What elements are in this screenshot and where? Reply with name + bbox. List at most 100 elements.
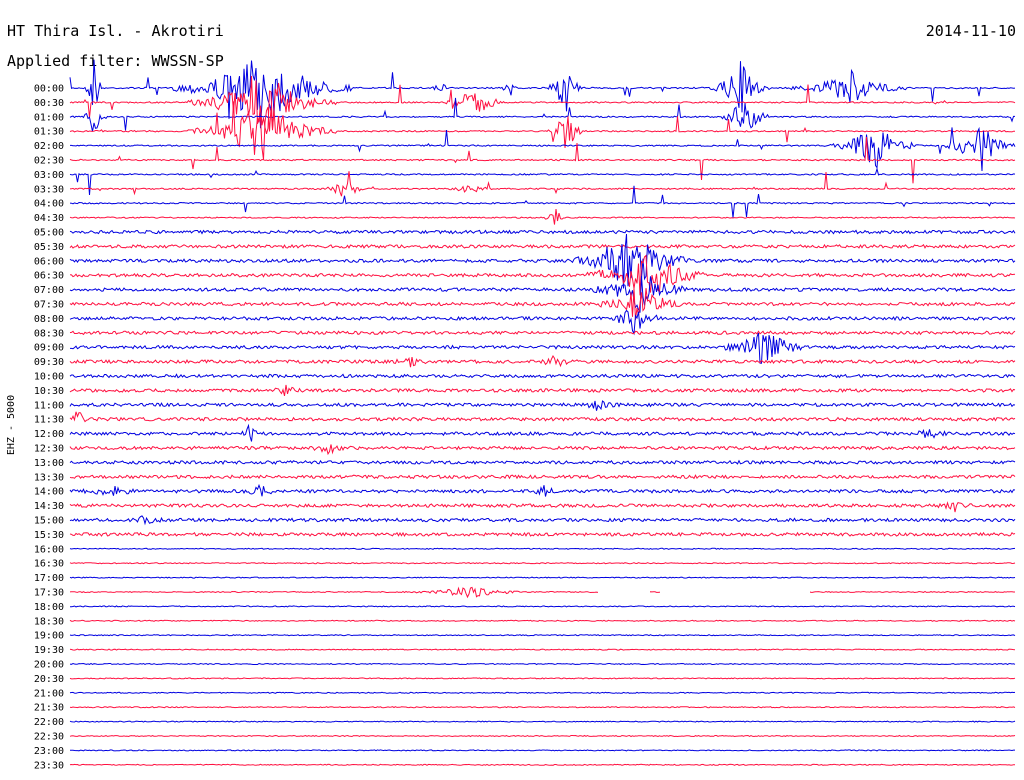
row-time-label: 15:30	[34, 530, 64, 541]
data-gap	[660, 588, 810, 596]
row-time-label: 00:30	[34, 98, 64, 109]
seismic-trace-row	[69, 400, 1016, 411]
seismic-trace-row	[69, 384, 1016, 397]
row-time-label: 21:00	[34, 688, 64, 699]
row-time-label: 16:00	[34, 544, 64, 555]
seismic-trace-row	[70, 332, 1016, 364]
row-time-label: 11:00	[34, 400, 64, 411]
row-time-label: 14:00	[34, 487, 64, 498]
row-time-label: 01:00	[34, 112, 64, 123]
row-time-label: 16:30	[34, 559, 64, 570]
seismic-trace-row	[69, 531, 1016, 538]
row-time-label: 12:00	[34, 429, 64, 440]
trace-rows: 00:00 00:30 01:00 01:30 02:00 02:30 03:00 03:30…	[34, 59, 1016, 771]
row-time-label: 21:30	[34, 703, 64, 714]
row-time-label: 22:30	[34, 732, 64, 743]
row-time-label: 13:00	[34, 458, 64, 469]
data-gap	[598, 588, 650, 596]
seismic-trace-row	[69, 444, 1016, 456]
row-time-label: 05:00	[34, 228, 64, 239]
row-time-label: 04:00	[34, 199, 64, 210]
seismic-trace-row	[69, 474, 1016, 480]
seismic-trace-row	[69, 691, 1016, 694]
seismic-trace-row	[69, 720, 1016, 723]
row-time-label: 00:00	[34, 84, 64, 95]
seismic-trace-row	[69, 309, 1016, 336]
row-time-label: 09:30	[34, 357, 64, 368]
row-time-label: 06:00	[34, 256, 64, 267]
row-time-label: 19:00	[34, 631, 64, 642]
seismic-trace-row	[69, 459, 1016, 466]
seismic-trace-row	[69, 411, 1016, 423]
row-time-label: 04:30	[34, 213, 64, 224]
seismic-trace-row	[69, 706, 1016, 709]
seismic-trace-row	[69, 275, 1016, 313]
row-time-label: 18:30	[34, 616, 64, 627]
seismic-trace-row	[69, 619, 1016, 622]
seismic-trace-row	[69, 734, 1016, 738]
row-time-label: 01:30	[34, 127, 64, 138]
row-time-label: 07:30	[34, 300, 64, 311]
row-time-label: 11:30	[34, 415, 64, 426]
seismic-trace-row	[69, 547, 1016, 550]
row-time-label: 13:30	[34, 472, 64, 483]
seismic-trace-row	[69, 254, 1016, 296]
row-time-label: 23:00	[34, 746, 64, 757]
seismic-trace-row	[69, 355, 1016, 368]
date-label: 2014-11-10	[926, 22, 1016, 40]
seismic-trace-row	[69, 185, 1016, 218]
seismic-trace-row	[69, 586, 1015, 599]
seismic-trace-row	[70, 749, 1015, 752]
seismic-trace-row	[69, 373, 1016, 379]
row-time-label: 18:00	[34, 602, 64, 613]
seismic-trace-row	[69, 136, 1016, 184]
row-time-label: 03:30	[34, 184, 64, 195]
seismic-trace-row	[69, 208, 1016, 225]
seismic-trace-row	[69, 330, 1016, 336]
seismic-trace-row	[69, 501, 1016, 513]
seismic-trace-row	[69, 101, 1016, 160]
filter-label: Applied filter: WWSSN-SP	[7, 52, 224, 70]
row-time-label: 20:30	[34, 674, 64, 685]
row-time-label: 12:30	[34, 444, 64, 455]
row-time-label: 06:30	[34, 271, 64, 282]
seismic-trace-row	[69, 243, 1016, 250]
seismic-trace-row	[69, 166, 1016, 196]
seismic-trace-row	[69, 229, 1016, 235]
row-time-label: 19:30	[34, 645, 64, 656]
row-time-label: 07:00	[34, 285, 64, 296]
row-time-label: 08:00	[34, 314, 64, 325]
seismic-trace-row	[69, 423, 1016, 442]
row-time-label: 10:00	[34, 372, 64, 383]
seismic-trace-row	[69, 763, 1015, 766]
seismic-trace-row	[69, 59, 1016, 129]
seismic-trace-row	[69, 648, 1016, 651]
seismic-trace-row	[70, 126, 1016, 172]
row-time-label: 08:30	[34, 328, 64, 339]
seismic-trace-row	[69, 576, 1016, 579]
row-time-label: 14:30	[34, 501, 64, 512]
seismic-trace-row	[69, 288, 1016, 320]
seismic-trace-row	[69, 562, 1016, 565]
seismic-trace-row	[69, 233, 1016, 289]
row-time-label: 02:00	[34, 141, 64, 152]
seismic-trace-row	[69, 97, 1015, 132]
seismic-trace-row	[69, 75, 1016, 135]
row-time-label: 15:00	[34, 516, 64, 527]
row-time-label: 09:00	[34, 343, 64, 354]
row-time-label: 17:00	[34, 573, 64, 584]
seismic-trace-row	[69, 662, 1016, 666]
row-time-label: 02:30	[34, 156, 64, 167]
station-title: HT Thira Isl. - Akrotiri	[7, 22, 224, 40]
seismic-trace-row	[70, 605, 1016, 608]
row-time-label: 17:30	[34, 588, 64, 599]
seismic-trace-row	[69, 483, 1016, 497]
seismic-trace-row	[69, 634, 1016, 637]
row-time-label: 05:30	[34, 242, 64, 253]
row-time-label: 20:00	[34, 660, 64, 671]
row-time-label: 10:30	[34, 386, 64, 397]
row-time-label: 23:30	[34, 760, 64, 771]
y-axis-label: EHZ - 5000	[6, 395, 17, 455]
seismic-trace-row	[69, 677, 1016, 680]
